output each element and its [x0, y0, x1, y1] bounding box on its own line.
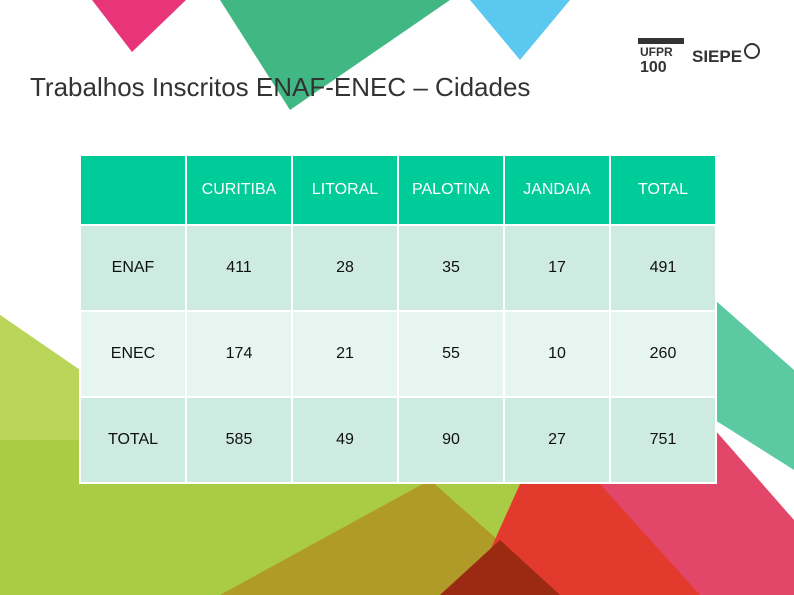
row-label: ENAF: [79, 224, 187, 312]
table-cell: 10: [503, 310, 611, 398]
table-row: ENEC 174 21 55 10 260: [79, 310, 717, 398]
table-cell: 90: [397, 396, 505, 484]
column-header: JANDAIA: [503, 154, 611, 226]
table-cell: 35: [397, 224, 505, 312]
table-cell: 27: [503, 396, 611, 484]
logo-100-text: 100: [640, 59, 667, 76]
logo-siepe-text: SIEPE: [692, 47, 742, 66]
green-shape-top: [220, 0, 450, 110]
cyan-shape: [470, 0, 570, 60]
table-cell: 174: [185, 310, 293, 398]
table-header-row: CURITIBA LITORAL PALOTINA JANDAIA TOTAL: [79, 154, 717, 226]
row-label: TOTAL: [79, 396, 187, 484]
page-title: Trabalhos Inscritos ENAF-ENEC – Cidades: [30, 72, 531, 102]
table-cell: 751: [609, 396, 717, 484]
siepe-emblem-icon: [744, 43, 760, 59]
row-label: ENEC: [79, 310, 187, 398]
column-header: [79, 154, 187, 226]
column-header: PALOTINA: [397, 154, 505, 226]
data-table: CURITIBA LITORAL PALOTINA JANDAIA TOTAL …: [79, 154, 717, 484]
table-row: TOTAL 585 49 90 27 751: [79, 396, 717, 484]
lime-shape-light: [0, 315, 80, 440]
pink-shape: [92, 0, 186, 52]
table-cell: 585: [185, 396, 293, 484]
column-header: LITORAL: [291, 154, 399, 226]
column-header: CURITIBA: [185, 154, 293, 226]
column-header: TOTAL: [609, 154, 717, 226]
table-cell: 491: [609, 224, 717, 312]
ufpr-siepe-logo: UFPR 100 SIEPE: [638, 38, 760, 76]
table-cell: 55: [397, 310, 505, 398]
table-cell: 17: [503, 224, 611, 312]
ufpr-building-icon: [638, 38, 684, 44]
table-row: ENAF 411 28 35 17 491: [79, 224, 717, 312]
table-cell: 49: [291, 396, 399, 484]
green-shape-right: [715, 300, 794, 470]
table-cell: 21: [291, 310, 399, 398]
logo-ufpr-text: UFPR: [640, 45, 673, 59]
table-cell: 411: [185, 224, 293, 312]
table-cell: 28: [291, 224, 399, 312]
dark-red-shape: [440, 540, 560, 595]
table-cell: 260: [609, 310, 717, 398]
